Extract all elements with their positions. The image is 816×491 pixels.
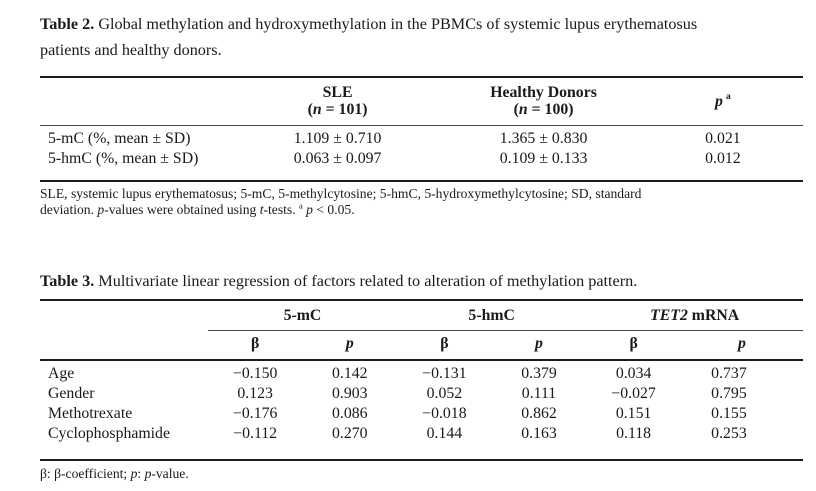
value-cell: 1.109 ± 0.710 [293,130,382,147]
beta-header-cell: β [397,330,492,361]
row-label: 5-hmC (%, mean ± SD) [48,150,199,167]
value-cell: −0.150 [232,365,278,382]
value-cell: −0.027 [611,385,656,402]
value-cell: −0.131 [422,365,467,382]
table2-header-sle: SLE (n = 101) [230,77,445,126]
table3-caption: Table 3. Multivariate linear regression … [40,268,803,294]
table2-header-healthy-title: Healthy Donors [490,84,597,101]
table2-caption: Table 2. Global methylation and hydroxym… [40,11,803,63]
table3-row-age: Age −0.150 0.142 −0.131 0.379 0.034 0.73… [40,360,803,384]
table3-group-header-row: 5-mC 5-hmC TET2 mRNA [40,300,803,331]
table2-header-healthy-n: (n = 100) [513,101,574,118]
table3-caption-text: Multivariate linear regression of factor… [98,272,638,290]
value-cell: 0.737 [711,365,747,382]
beta-header-cell: β [586,330,681,361]
value-cell: −0.176 [232,405,278,422]
value-cell: 0.021 [705,130,741,147]
value-cell: 0.109 ± 0.133 [499,150,588,167]
table2-caption-text-line1: Global methylation and hydroxymethylatio… [98,15,698,33]
table3-subheader-row: β p β p β p [40,330,803,361]
value-cell: 0.142 [332,365,368,382]
value-cell: −0.112 [233,425,278,442]
table3-footnote: β: β-coefficient; p: p-value. [40,466,189,481]
row-label: Cyclophosphamide [48,425,170,442]
table3-row-methotrexate: Methotrexate −0.176 0.086 −0.018 0.862 0… [40,404,803,424]
value-cell: 0.012 [705,150,741,167]
row-label: Gender [48,385,95,402]
table2-header-row: SLE (n = 101) Healthy Donors (n = 100) p… [40,77,803,126]
table3-row-gender: Gender 0.123 0.903 0.052 0.111 −0.027 0.… [40,384,803,404]
table2-header-sle-n: (n = 101) [307,101,368,118]
value-cell: 0.063 ± 0.097 [293,150,382,167]
value-cell: 0.163 [521,425,557,442]
table2-footnote: SLE, systemic lupus erythematosus; 5-mC,… [40,186,803,218]
table2-header-healthy: Healthy Donors (n = 100) [444,77,643,126]
footnote-superscript-a: a [299,200,303,211]
beta-header-cell: β [207,330,303,361]
value-cell: 1.365 ± 0.830 [499,130,588,147]
p-superscript-a: a [725,91,731,103]
row-label: Age [48,365,75,382]
value-cell: 0.052 [426,385,463,402]
table3-group-tet2: TET2 mRNA [586,300,803,331]
table2-row-5mc: 5-mC (%, mean ± SD) 1.109 ± 0.710 1.365 … [40,126,803,150]
table2-header-sle-title: SLE [322,84,353,101]
value-cell: 0.253 [711,425,747,442]
value-cell: 0.123 [237,385,273,402]
table2-footnote-line1: SLE, systemic lupus erythematosus; 5-mC,… [40,186,642,201]
table2-footnote-line2: deviation. p-values were obtained using … [40,200,355,217]
table2: SLE (n = 101) Healthy Donors (n = 100) p… [40,76,803,182]
p-header-cell: p [302,330,398,361]
table2-caption-text-line2: patients and healthy donors. [40,41,222,59]
table2-row-5hmc: 5-hmC (%, mean ± SD) 0.063 ± 0.097 0.109… [40,149,803,181]
row-label: 5-mC (%, mean ± SD) [48,130,191,147]
value-cell: 0.034 [615,365,652,382]
value-cell: 0.903 [332,385,368,402]
value-cell: 0.862 [521,405,557,422]
table3-group-empty [40,300,208,331]
value-cell: 0.118 [616,425,652,442]
value-cell: 0.111 [521,385,557,402]
value-cell: −0.018 [422,405,467,422]
value-cell: 0.795 [711,385,747,402]
table3-group-5mc: 5-mC [207,300,398,331]
table2-header-empty [40,77,231,126]
value-cell: 0.379 [521,365,557,382]
value-cell: 0.086 [332,405,368,422]
table3-group-5hmc: 5-hmC [397,300,587,331]
value-cell: 0.144 [426,425,463,442]
row-label: Methotrexate [48,405,133,422]
value-cell: 0.270 [332,425,368,442]
value-cell: 0.151 [615,405,652,422]
value-cell: 0.155 [711,405,747,422]
table3-row-cyclophosphamide: Cyclophosphamide −0.112 0.270 0.144 0.16… [40,424,803,460]
p-header-cell: p [680,330,803,361]
table3-subheader-empty [40,330,208,361]
table2-caption-label: Table 2. [40,15,95,33]
table3: 5-mC 5-hmC TET2 mRNA β p β p β p Age −0.… [40,299,803,461]
p-header-cell: p [491,330,587,361]
table3-caption-label: Table 3. [40,272,95,290]
